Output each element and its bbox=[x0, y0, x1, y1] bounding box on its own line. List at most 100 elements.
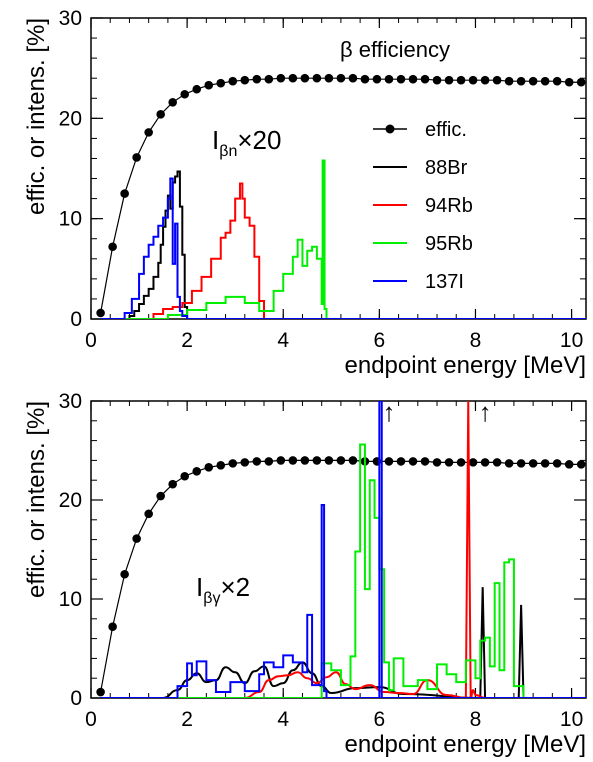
efficiency-point bbox=[492, 458, 502, 467]
efficiency-point bbox=[132, 534, 141, 543]
efficiency-point bbox=[552, 459, 562, 468]
efficiency-point bbox=[456, 75, 466, 85]
intensity-scale-suffix: ×20 bbox=[237, 125, 281, 155]
efficiency-point bbox=[384, 457, 394, 466]
efficiency-point bbox=[228, 459, 238, 468]
efficiency-point bbox=[372, 74, 382, 84]
efficiency-point bbox=[144, 509, 153, 519]
series-95rb-line bbox=[100, 443, 586, 698]
panel-top-beta-n: 0 2 4 6 8 10 0 10 20 30 endpoint energy [MeV] effic… bbox=[23, 7, 587, 379]
efficiency-point bbox=[156, 110, 165, 119]
efficiency-point bbox=[564, 77, 574, 87]
efficiency-point bbox=[324, 73, 334, 83]
efficiency-point bbox=[504, 459, 514, 468]
plot-frame bbox=[90, 400, 587, 699]
efficiency-point bbox=[336, 456, 346, 465]
series-137i-line bbox=[100, 401, 586, 698]
efficiency-point bbox=[468, 458, 478, 467]
off-scale-arrow: ↑ bbox=[479, 397, 492, 427]
efficiency-point bbox=[156, 491, 165, 501]
efficiency-point bbox=[96, 687, 105, 697]
intensity-scale-label: Iβγ×2 bbox=[196, 572, 250, 607]
y-tick-label: 20 bbox=[59, 107, 82, 130]
efficiency-point bbox=[228, 76, 238, 86]
y-tick-label: 0 bbox=[70, 687, 82, 710]
efficiency-point bbox=[300, 456, 310, 465]
x-tick-label: 2 bbox=[181, 329, 193, 352]
efficiency-point bbox=[576, 460, 586, 469]
efficiency-point bbox=[216, 78, 226, 88]
efficiency-point bbox=[468, 75, 478, 85]
series-88br-line bbox=[100, 170, 586, 319]
efficiency-point bbox=[516, 459, 526, 468]
intensity-scale-suffix: ×2 bbox=[220, 572, 250, 602]
efficiency-point bbox=[288, 456, 298, 465]
off-scale-arrow: ↑ bbox=[382, 397, 395, 427]
y-tick-label: 30 bbox=[59, 390, 82, 413]
efficiency-point bbox=[420, 457, 430, 466]
panel-bottom-beta-gamma: 0 2 4 6 8 10 0 10 20 30 endpoint energy [MeV] effic… bbox=[23, 390, 587, 758]
series-137i-line bbox=[100, 177, 586, 319]
efficiency-point bbox=[552, 76, 562, 86]
efficiency-point bbox=[168, 97, 177, 107]
x-tick-label: 8 bbox=[470, 708, 482, 731]
series-effic-line bbox=[100, 459, 582, 693]
efficiency-point bbox=[252, 74, 262, 84]
efficiency-point bbox=[540, 459, 550, 468]
efficiency-point bbox=[444, 458, 454, 467]
plot-frame bbox=[90, 17, 587, 320]
x-tick-label: 4 bbox=[277, 708, 289, 731]
intensity-scale-label: Iβn×20 bbox=[212, 125, 281, 160]
efficiency-point bbox=[276, 73, 286, 83]
efficiency-point bbox=[336, 73, 346, 83]
efficiency-point bbox=[324, 456, 334, 465]
series-95rb-line bbox=[100, 159, 586, 319]
efficiency-point bbox=[456, 458, 466, 467]
legend-label: 137I bbox=[425, 271, 464, 293]
legend-label: effic. bbox=[425, 119, 467, 141]
y-tick-label: 20 bbox=[59, 489, 82, 512]
intensity-scale-base: I bbox=[196, 572, 203, 602]
x-axis-label: endpoint energy [MeV] bbox=[345, 352, 587, 379]
x-tick-label: 0 bbox=[85, 329, 97, 352]
efficiency-point bbox=[276, 456, 286, 465]
x-tick-label: 2 bbox=[181, 708, 193, 731]
efficiency-point bbox=[312, 456, 322, 465]
x-tick-label: 6 bbox=[374, 329, 386, 352]
series-94rb-line bbox=[100, 401, 586, 698]
efficiency-point bbox=[168, 479, 177, 489]
efficiency-point bbox=[180, 471, 190, 481]
efficiency-point bbox=[192, 466, 202, 476]
efficiency-point bbox=[240, 75, 250, 85]
efficiency-point bbox=[144, 128, 153, 137]
efficiency-point bbox=[348, 456, 358, 465]
efficiency-point bbox=[396, 457, 406, 466]
efficiency-point bbox=[108, 242, 117, 252]
plot-area bbox=[96, 401, 586, 698]
efficiency-point bbox=[204, 463, 214, 472]
x-tick-label: 10 bbox=[560, 329, 583, 352]
y-tick-label: 10 bbox=[59, 588, 82, 611]
y-tick-label: 0 bbox=[70, 308, 82, 331]
legend-marker bbox=[385, 124, 395, 134]
efficiency-point bbox=[540, 76, 550, 86]
intensity-scale-subscript: βn bbox=[219, 143, 237, 160]
beta-efficiency-annotation: β efficiency bbox=[340, 37, 450, 62]
y-tick-label: 30 bbox=[59, 7, 82, 30]
x-tick-label: 6 bbox=[374, 708, 386, 731]
efficiency-point bbox=[252, 457, 262, 466]
legend-label: 94Rb bbox=[425, 195, 473, 217]
plot-area bbox=[96, 73, 586, 319]
efficiency-point bbox=[216, 461, 226, 470]
x-tick-label: 4 bbox=[277, 329, 289, 352]
efficiency-point bbox=[564, 460, 574, 469]
efficiency-point bbox=[120, 189, 129, 198]
efficiency-point bbox=[444, 75, 454, 85]
efficiency-point bbox=[360, 74, 370, 84]
efficiency-point bbox=[528, 459, 538, 468]
efficiency-point bbox=[480, 75, 490, 85]
intensity-scale-base: I bbox=[212, 125, 219, 155]
efficiency-point bbox=[432, 75, 442, 85]
x-axis-label: endpoint energy [MeV] bbox=[345, 731, 587, 758]
efficiency-point bbox=[264, 74, 274, 84]
